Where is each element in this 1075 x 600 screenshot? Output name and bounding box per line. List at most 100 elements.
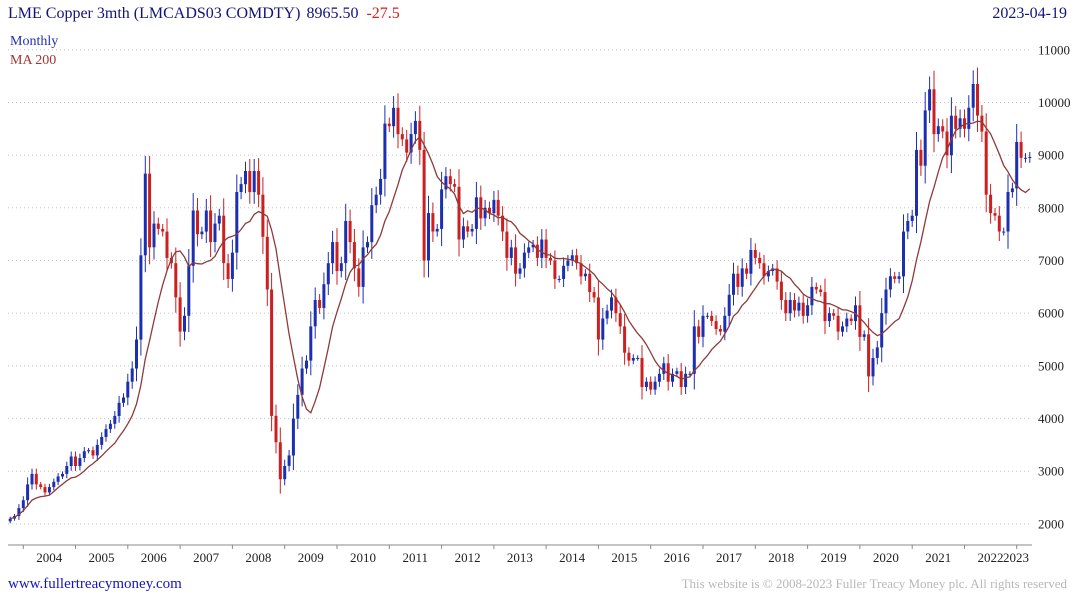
candle-body bbox=[1010, 188, 1014, 193]
candle-body bbox=[832, 313, 836, 316]
candle-body bbox=[69, 456, 73, 466]
candle-body bbox=[893, 276, 897, 279]
candle-body bbox=[618, 313, 622, 327]
candle-body bbox=[100, 437, 104, 445]
candle-body bbox=[684, 373, 688, 387]
candle-body bbox=[122, 397, 125, 403]
candle-body bbox=[418, 120, 422, 150]
candle-body bbox=[74, 456, 77, 466]
candle-body bbox=[78, 458, 82, 466]
candle-body bbox=[244, 171, 247, 185]
candle-body bbox=[488, 207, 491, 214]
chart-header: LME Copper 3mth (LMCADS03 COMDTY) 8965.50… bbox=[8, 5, 1067, 29]
candle-body bbox=[827, 313, 831, 322]
candle-body bbox=[919, 149, 923, 166]
candle-body bbox=[906, 221, 910, 232]
candle-body bbox=[108, 423, 112, 430]
candle-body bbox=[544, 239, 548, 258]
candle-body bbox=[788, 300, 792, 314]
candle-body bbox=[675, 371, 679, 374]
candle-body bbox=[95, 444, 99, 456]
last-price: 8965.50 bbox=[306, 5, 359, 22]
candle-body bbox=[601, 318, 605, 340]
x-axis-label: 2012 bbox=[455, 550, 481, 565]
candle-body bbox=[339, 263, 343, 272]
candle-body bbox=[915, 149, 918, 216]
candle-body bbox=[945, 131, 949, 156]
candle-body bbox=[553, 260, 557, 279]
candle-body bbox=[888, 276, 892, 290]
candle-body bbox=[845, 318, 849, 327]
legend-frequency: Monthly bbox=[10, 34, 59, 49]
candle-body bbox=[143, 173, 147, 256]
candle-body bbox=[196, 210, 199, 235]
candle-body bbox=[409, 134, 413, 153]
candle-body bbox=[701, 315, 705, 337]
candle-body bbox=[1019, 142, 1023, 158]
y-axis-label: 10000 bbox=[1038, 95, 1071, 110]
candle-body bbox=[435, 228, 439, 232]
candle-body bbox=[82, 451, 86, 458]
candle-body bbox=[213, 223, 217, 242]
candle-body bbox=[588, 273, 592, 293]
candle-body bbox=[976, 84, 979, 116]
candle-body bbox=[971, 84, 975, 108]
candle-body bbox=[614, 297, 618, 314]
candle-body bbox=[819, 289, 823, 293]
candle-body bbox=[736, 273, 740, 287]
candle-body bbox=[797, 302, 801, 311]
candle-body bbox=[387, 123, 391, 127]
candle-body bbox=[370, 205, 374, 243]
candle-body bbox=[217, 215, 221, 224]
candle-body bbox=[758, 257, 762, 264]
candle-body bbox=[997, 215, 1001, 232]
candle-body bbox=[501, 215, 505, 232]
candle-body bbox=[653, 381, 657, 390]
x-axis-label: 2007 bbox=[193, 550, 220, 565]
candles bbox=[8, 67, 1032, 524]
candle-body bbox=[374, 194, 378, 206]
candle-body bbox=[897, 276, 901, 279]
y-axis-label: 8000 bbox=[1038, 200, 1064, 215]
candle-body bbox=[570, 255, 574, 261]
candle-body bbox=[710, 315, 714, 322]
legend-ma: MA 200 bbox=[10, 53, 57, 68]
candle-body bbox=[39, 484, 43, 487]
candle-body bbox=[318, 300, 322, 308]
candle-body bbox=[1024, 157, 1027, 159]
candle-body bbox=[723, 315, 727, 332]
candle-body bbox=[104, 429, 108, 437]
x-axis-label: 2016 bbox=[664, 550, 691, 565]
candle-body bbox=[152, 223, 156, 248]
candle-body bbox=[740, 268, 744, 287]
site-link[interactable]: www.fullertreacymoney.com bbox=[8, 576, 182, 592]
x-axis-label: 2004 bbox=[36, 550, 63, 565]
candle-body bbox=[880, 313, 884, 348]
y-axis-label: 6000 bbox=[1038, 306, 1064, 321]
candle-body bbox=[496, 199, 500, 216]
candle-body bbox=[300, 368, 304, 395]
candle-body bbox=[461, 226, 465, 240]
ma-line bbox=[9, 120, 1031, 520]
candle-body bbox=[392, 107, 396, 127]
candle-body bbox=[718, 329, 722, 332]
candle-body bbox=[727, 294, 731, 316]
candle-body bbox=[562, 265, 566, 279]
candle-body bbox=[762, 263, 766, 277]
candle-body bbox=[492, 199, 496, 214]
candle-body bbox=[775, 268, 779, 282]
candle-body bbox=[52, 481, 56, 488]
y-axis-label: 5000 bbox=[1038, 358, 1064, 373]
candle-body bbox=[858, 305, 862, 337]
x-axis-label: 2014 bbox=[559, 550, 586, 565]
candle-body bbox=[61, 473, 64, 477]
candle-body bbox=[352, 242, 356, 269]
y-axis-label: 4000 bbox=[1038, 411, 1064, 426]
candle-body bbox=[753, 250, 757, 258]
chart-legend: Monthly MA 200 bbox=[10, 32, 58, 70]
candle-body bbox=[984, 131, 988, 195]
candle-body bbox=[379, 178, 383, 195]
x-axis-label: 2023 bbox=[1003, 550, 1029, 565]
y-axis-label: 9000 bbox=[1038, 148, 1064, 163]
